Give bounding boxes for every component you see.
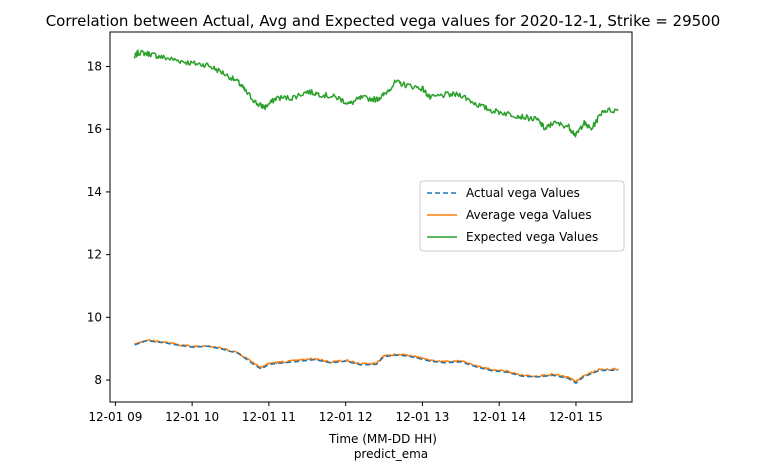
x-tick-label: 12-01 11	[242, 410, 296, 424]
y-tick-label: 18	[87, 59, 102, 73]
x-tick-label: 12-01 12	[319, 410, 373, 424]
y-tick-label: 8	[94, 373, 102, 387]
y-axis: 8 10 12 14 16 18	[87, 59, 110, 387]
series-line-actual	[134, 340, 619, 384]
legend-box	[419, 180, 625, 252]
x-axis: 12-01 09 12-01 10 12-01 11 12-01 12 12-01 13…	[88, 402, 603, 424]
legend-label-expected: Expected vega Values	[466, 230, 598, 244]
x-axis-sublabel: predict_ema	[354, 447, 428, 461]
x-tick-label: 12-01 13	[395, 410, 449, 424]
legend-label-average: Average vega Values	[466, 208, 592, 222]
y-tick-label: 14	[87, 185, 102, 199]
x-tick-label: 12-01 10	[165, 410, 219, 424]
x-tick-label: 12-01 09	[88, 410, 142, 424]
chart-title: Correlation between Actual, Avg and Expe…	[46, 12, 721, 30]
plot-frame	[109, 31, 633, 403]
legend: Actual vega Values Average vega Values E…	[419, 180, 625, 252]
y-tick-label: 16	[87, 122, 102, 136]
x-axis-label: Time (MM-DD HH)	[328, 432, 437, 446]
y-tick-label: 12	[87, 248, 102, 262]
plot-lines	[133, 49, 619, 384]
legend-label-actual: Actual vega Values	[466, 186, 580, 200]
x-tick-label: 12-01 15	[549, 410, 603, 424]
x-tick-label: 12-01 14	[472, 410, 526, 424]
series-line-expected	[133, 49, 619, 138]
y-tick-label: 10	[87, 310, 102, 324]
